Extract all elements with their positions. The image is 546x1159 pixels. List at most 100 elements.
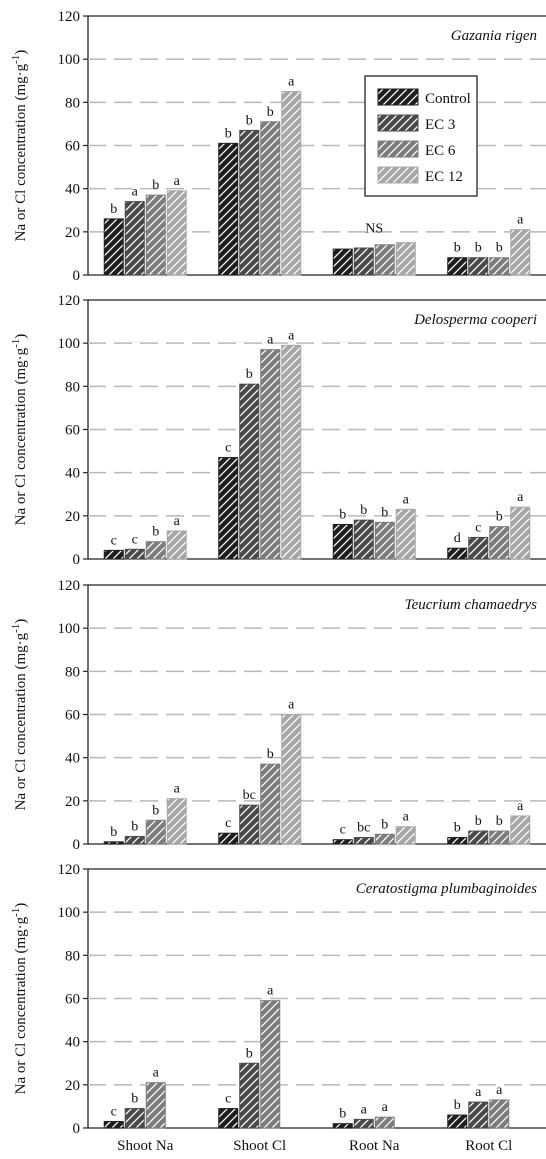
bar-ec-3-shoot-cl <box>239 383 260 560</box>
significance-label: a <box>475 1085 482 1100</box>
bar-control-root-na <box>332 1123 353 1129</box>
y-tick-label: 100 <box>58 336 81 352</box>
bar-ec-12-root-na <box>395 242 416 276</box>
bar-ec-6-shoot-na <box>145 1082 166 1129</box>
y-tick-label: 20 <box>65 1078 80 1094</box>
significance-label: b <box>381 817 388 832</box>
significance-label: b <box>496 510 503 525</box>
significance-label: d <box>454 531 461 546</box>
legend-swatch-ec-6 <box>377 140 419 158</box>
significance-label: a <box>267 984 274 999</box>
y-tick-label: 120 <box>58 9 81 25</box>
significance-label: b <box>246 113 253 128</box>
legend-label-ec-3: EC 3 <box>425 117 455 133</box>
bar-ec-6-root-cl <box>489 526 510 560</box>
x-category-label: Root Cl <box>465 1138 512 1154</box>
bar-ec-3-shoot-na <box>124 1108 145 1129</box>
bar-ec-12-root-na <box>395 826 416 845</box>
significance-label: b <box>381 505 388 520</box>
y-tick-label: 100 <box>58 621 81 637</box>
significance-label: b <box>454 241 461 256</box>
bar-ec-3-root-cl <box>468 257 489 276</box>
panel-title: Delosperma cooperi <box>413 312 537 328</box>
bar-ec-6-shoot-cl <box>260 349 281 560</box>
bar-control-shoot-cl <box>218 142 239 276</box>
y-tick-label: 0 <box>73 268 81 284</box>
y-tick-label: 80 <box>65 664 80 680</box>
bar-ec-3-shoot-na <box>124 201 145 276</box>
y-tick-label: 60 <box>65 708 80 724</box>
bar-ec-12-shoot-cl <box>281 344 302 560</box>
bar-ec-3-root-cl <box>468 830 489 845</box>
y-tick-label: 20 <box>65 509 80 525</box>
y-axis-label: Na or Cl concentration (mg·g-1) <box>10 619 29 811</box>
bar-control-shoot-cl <box>218 832 239 845</box>
panel-title: Gazania rigen <box>451 28 537 44</box>
y-tick-label: 20 <box>65 794 80 810</box>
significance-label: b <box>246 367 253 382</box>
bar-ec-6-shoot-cl <box>260 121 281 276</box>
significance-label: a <box>288 75 295 90</box>
significance-label: c <box>111 533 117 548</box>
bar-ec-3-shoot-cl <box>239 1062 260 1129</box>
significance-label: b <box>360 503 367 518</box>
significance-label: a <box>174 782 181 797</box>
significance-label: b <box>110 825 117 840</box>
bar-ec-12-shoot-na <box>166 798 187 845</box>
bar-ec-6-shoot-cl <box>260 763 281 845</box>
bar-ec-6-shoot-na <box>145 541 166 560</box>
legend-label-ec-12: EC 12 <box>425 169 463 185</box>
significance-label: b <box>152 178 159 193</box>
significance-label: b <box>110 202 117 217</box>
bar-ec-12-root-cl <box>510 506 531 560</box>
y-tick-label: 0 <box>73 837 81 853</box>
x-category-label: Shoot Na <box>117 1138 174 1154</box>
legend-swatch-ec-12 <box>377 166 419 184</box>
significance-label: b <box>225 126 232 141</box>
chart-panel-teucrium-chamaedrys: 0 20 40 60 80 100 120 Teucrium chamaedrys Na or … <box>10 578 546 853</box>
bar-ec-3-root-cl <box>468 1101 489 1129</box>
significance-label: c <box>225 816 231 831</box>
y-tick-label: 80 <box>65 379 80 395</box>
chart-panel-delosperma-cooperi: 0 20 40 60 80 100 120 Delosperma cooperi Na or C… <box>10 293 546 568</box>
bar-ec-12-root-cl <box>510 229 531 276</box>
bar-control-root-na <box>332 523 353 560</box>
bar-ec-6-root-cl <box>489 830 510 845</box>
bar-ec-3-root-na <box>353 247 374 276</box>
significance-label: a <box>132 185 139 200</box>
bar-control-shoot-na <box>103 218 124 276</box>
y-tick-label: 100 <box>58 52 81 68</box>
y-tick-label: 60 <box>65 139 80 155</box>
chart-panel-gazania-rigen: 0 20 40 60 80 100 120 Gazania rigen Na or Cl con… <box>10 9 546 284</box>
significance-label: NS <box>365 222 383 237</box>
significance-label: a <box>517 490 524 505</box>
y-tick-label: 80 <box>65 948 80 964</box>
bar-ec-6-root-cl <box>489 257 510 276</box>
y-tick-label: 40 <box>65 751 80 767</box>
significance-label: c <box>225 441 231 456</box>
bar-control-shoot-cl <box>218 1108 239 1129</box>
significance-label: b <box>267 747 274 762</box>
significance-label: b <box>475 814 482 829</box>
bar-control-root-cl <box>447 837 468 845</box>
significance-label: a <box>288 698 295 713</box>
significance-label: b <box>496 814 503 829</box>
bar-control-root-na <box>332 248 353 276</box>
significance-label: a <box>403 492 410 507</box>
bar-ec-3-shoot-cl <box>239 129 260 276</box>
bar-ec-6-root-na <box>374 521 395 560</box>
x-category-label: Root Na <box>349 1138 400 1154</box>
y-tick-label: 0 <box>73 552 81 568</box>
significance-label: b <box>339 1107 346 1122</box>
legend-label-control: Control <box>425 91 471 107</box>
bar-control-root-cl <box>447 1114 468 1129</box>
significance-label: c <box>132 532 138 547</box>
panel-title: Teucrium chamaedrys <box>405 597 538 613</box>
significance-label: c <box>340 823 346 838</box>
bar-ec-12-shoot-na <box>166 530 187 560</box>
y-axis-label: Na or Cl concentration (mg·g-1) <box>10 50 29 242</box>
significance-label: b <box>475 241 482 256</box>
y-tick-label: 40 <box>65 182 80 198</box>
significance-label: a <box>517 799 524 814</box>
significance-label: b <box>131 819 138 834</box>
